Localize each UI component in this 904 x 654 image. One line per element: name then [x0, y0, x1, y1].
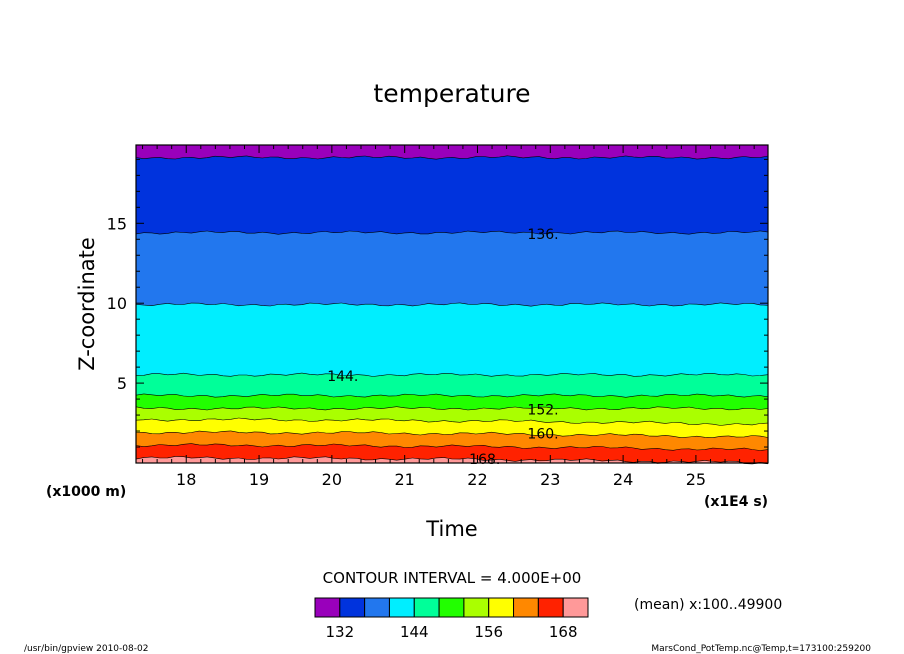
colorbar-swatch: [463, 597, 490, 618]
plot-frame: [135, 144, 769, 464]
contour-value-label: 160.: [527, 427, 558, 443]
x-axis-title: Time: [425, 517, 477, 541]
x-tick-label: 20: [322, 470, 342, 489]
x-tick-label: 23: [540, 470, 560, 489]
colorbar: 132 144 156 168: [314, 597, 589, 641]
plot-area: [135, 145, 769, 465]
footer-right: MarsCond_PotTemp.nc@Temp,t=173100:259200: [651, 644, 871, 654]
colorbar-swatch: [438, 597, 465, 618]
colorbar-swatch: [388, 597, 415, 618]
contour-band: [136, 303, 768, 377]
x-tick-label: 25: [686, 470, 706, 489]
y-axis: 5 10 15: [107, 158, 768, 448]
contour-band: [136, 373, 768, 398]
x-tick-label: 22: [467, 470, 487, 489]
y-unit-label: (x1000 m): [46, 484, 126, 500]
contour-band: [136, 145, 768, 160]
contour-band: [136, 156, 768, 235]
y-axis-title: Z-coordinate: [75, 237, 99, 371]
colorbar-swatch: [562, 597, 589, 618]
colorbar-swatch: [413, 597, 440, 618]
colorbar-label: 168: [549, 623, 578, 641]
contour-band: [136, 431, 768, 451]
contour-labels: 136. 144. 152. 160. 168.: [327, 227, 558, 468]
contour-value-label: 152.: [527, 403, 558, 419]
colorbar-swatch: [513, 597, 539, 618]
contour-band: [136, 456, 768, 464]
x-tick-label: 18: [176, 470, 196, 489]
footer-left: /usr/bin/gpview 2010-08-02: [24, 644, 148, 654]
x-tick-label: 21: [394, 470, 414, 489]
x-axis: 18 19 20 21 22 23 24 25: [142, 145, 755, 489]
chart-title: temperature: [373, 79, 530, 108]
contour-value-label: 168.: [469, 452, 500, 468]
contour-value-label: 136.: [527, 227, 558, 243]
y-tick-label: 10: [107, 294, 127, 313]
colorbar-label: 156: [474, 623, 503, 641]
colorbar-label: 132: [325, 623, 354, 641]
contour-interval-label: CONTOUR INTERVAL = 4.000E+00: [323, 569, 582, 587]
colorbar-swatch: [339, 597, 366, 618]
y-tick-label: 5: [117, 374, 127, 393]
colorbar-label: 144: [400, 623, 429, 641]
contour-band: [136, 231, 768, 307]
mean-annotation: (mean) x:100..49900: [634, 597, 782, 613]
y-tick-label: 15: [107, 214, 127, 233]
x-tick-label: 24: [613, 470, 633, 489]
colorbar-swatch: [314, 597, 341, 618]
colorbar-swatch: [537, 597, 564, 618]
colorbar-swatch: [364, 597, 390, 618]
x-tick-label: 19: [249, 470, 269, 489]
colorbar-swatch: [488, 597, 515, 618]
contour-band: [136, 407, 768, 426]
contour-band: [136, 443, 768, 464]
contour-band: [136, 394, 768, 411]
contour-value-label: 144.: [327, 369, 358, 385]
x-unit-label: (x1E4 s): [704, 494, 768, 510]
